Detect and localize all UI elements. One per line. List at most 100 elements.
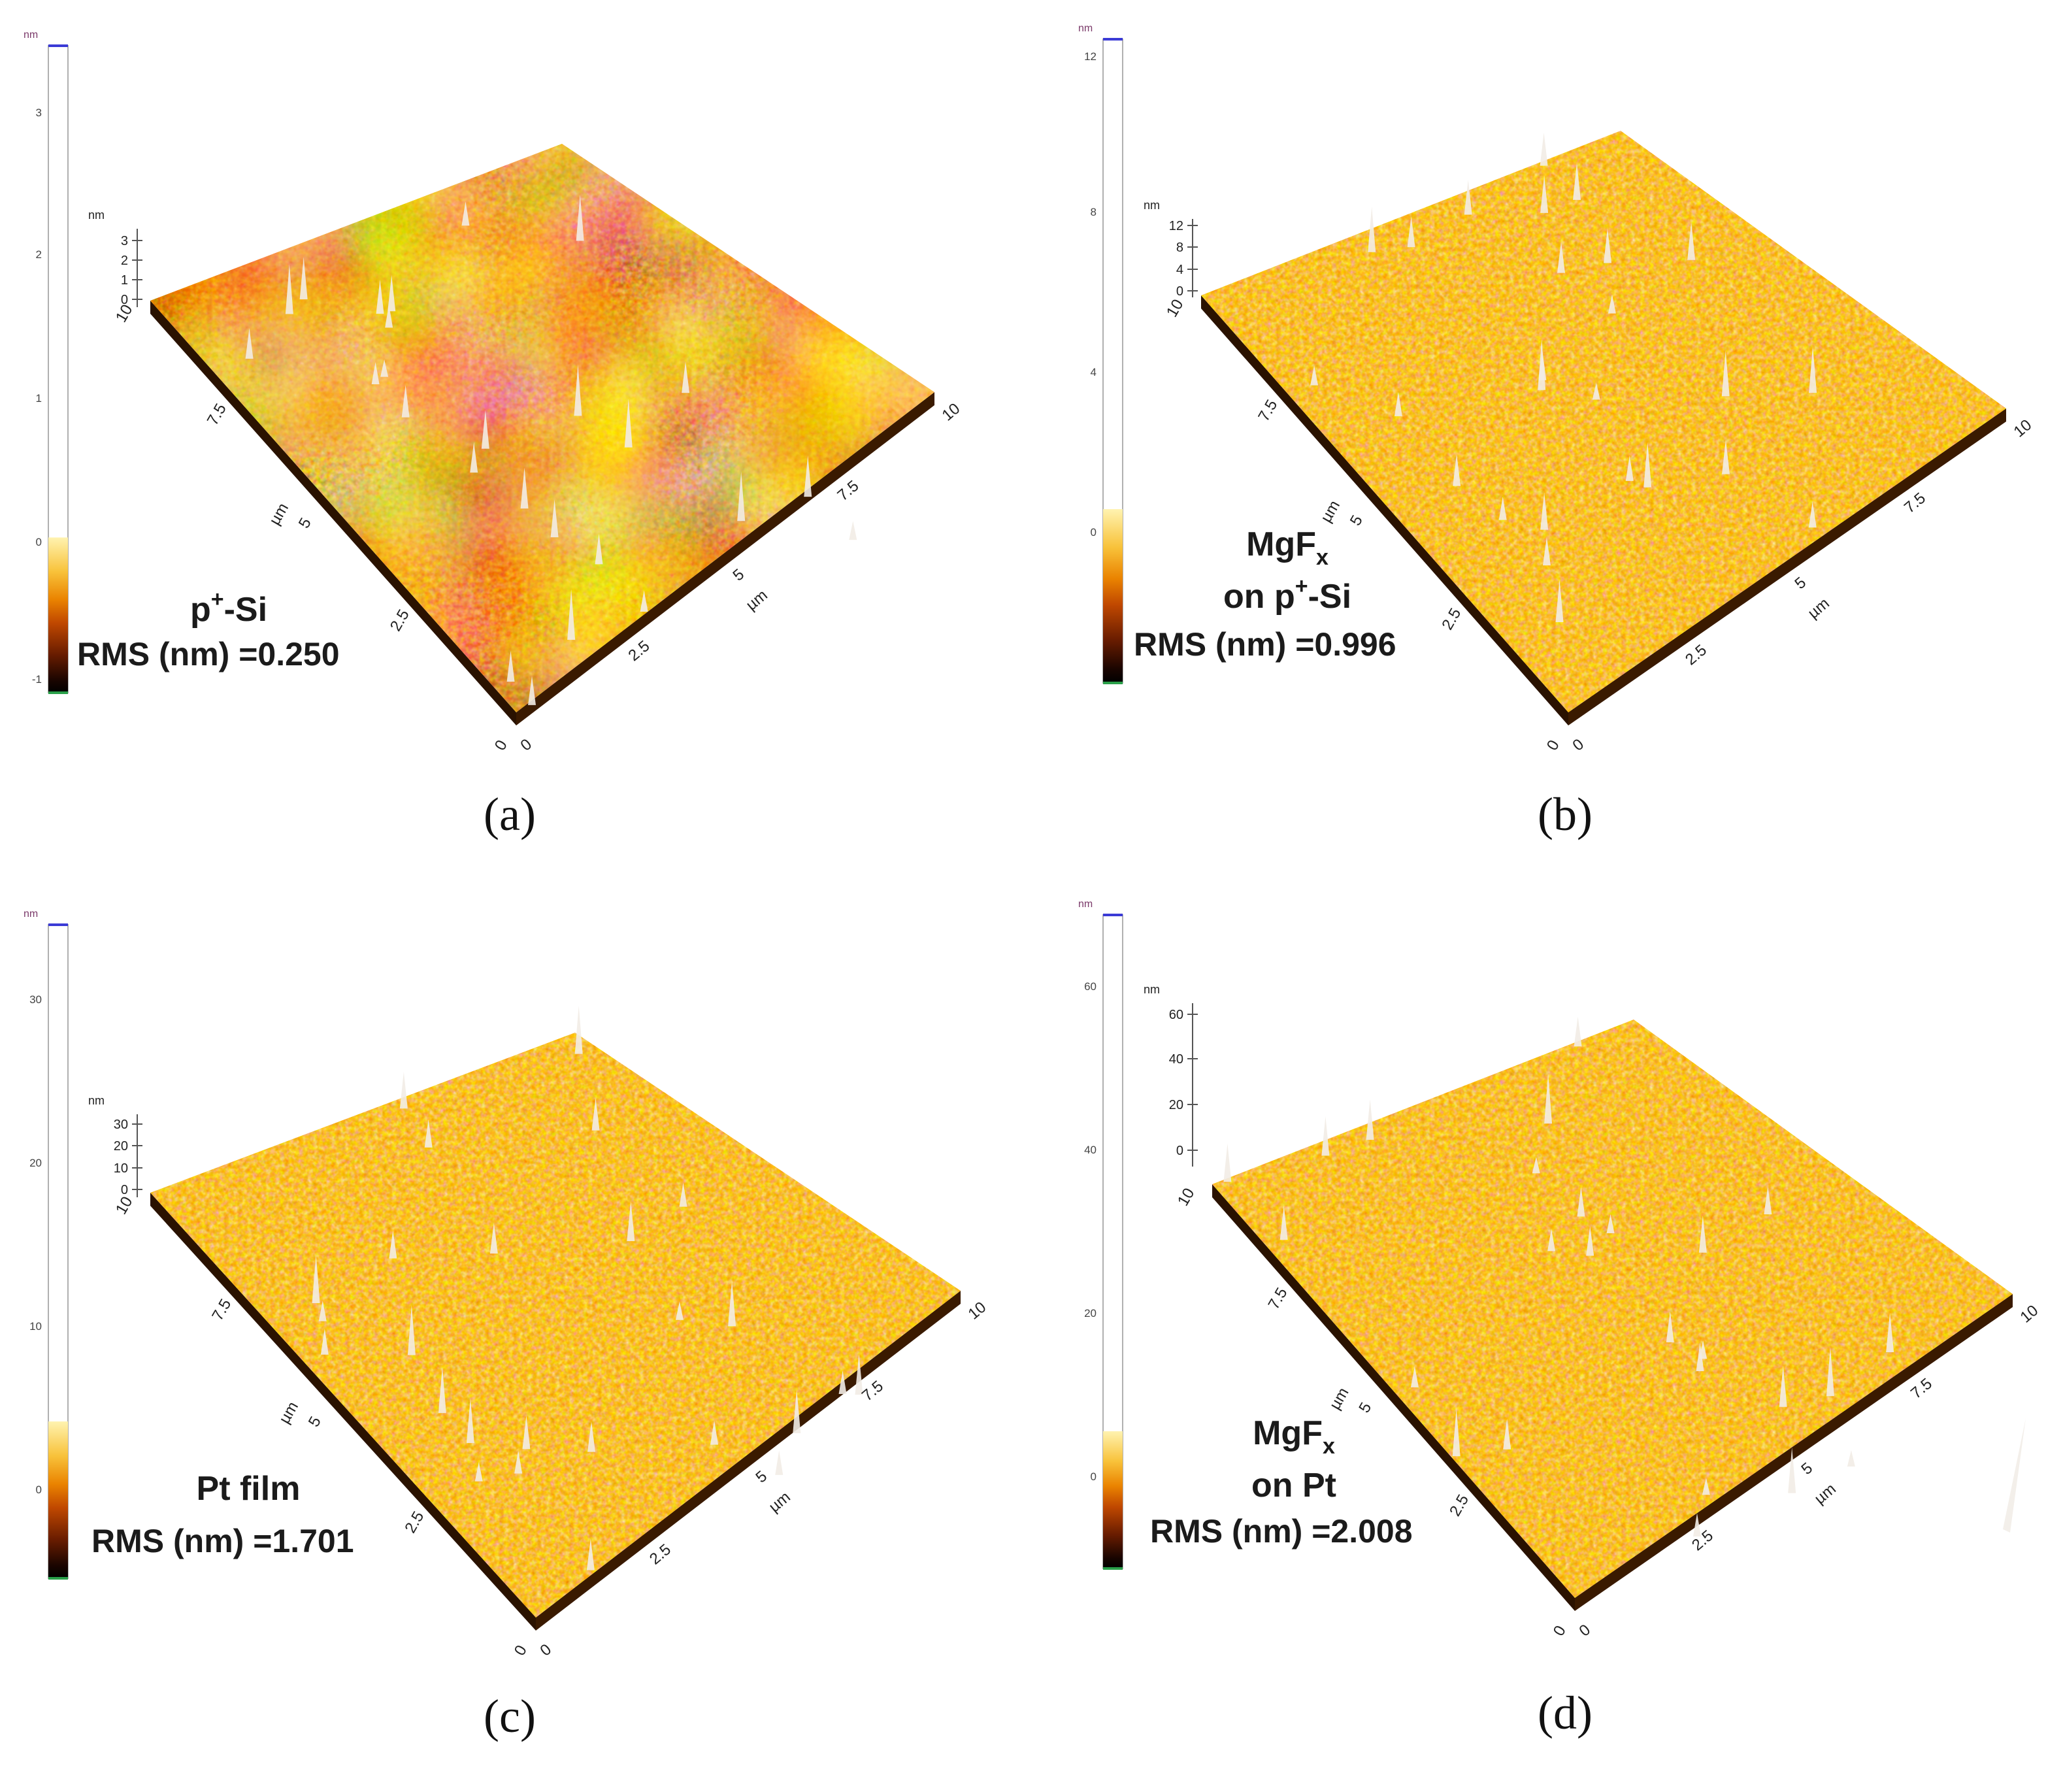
surface-peak [1321, 1116, 1330, 1156]
surface-peak [320, 1328, 329, 1355]
x-axis-unit: µm [1805, 595, 1833, 622]
y-tick-label: 10 [112, 1193, 137, 1218]
surface-peak [550, 499, 559, 538]
colorbar-unit: nm [1078, 899, 1093, 910]
z-tick-label: 30 [114, 1118, 128, 1132]
surface-peak [466, 1398, 474, 1444]
surface-peak [567, 589, 576, 640]
surface-side-left [150, 301, 516, 725]
y-tick-label: 2.5 [387, 606, 413, 634]
surface-peak [624, 398, 633, 448]
surface-peak [1542, 537, 1551, 566]
colorbar-tick-label: 2 [36, 248, 42, 261]
sample-label-line2: on p+-Si [1223, 574, 1351, 616]
colorbar-tick-label: 60 [1084, 980, 1097, 993]
colorbar-gradient [48, 1421, 68, 1578]
z-tick-label: 12 [1169, 219, 1183, 233]
colorbar-unit: nm [24, 29, 38, 41]
surface-peak [849, 521, 857, 540]
surface-peak [388, 274, 396, 312]
surface-peak [855, 1353, 863, 1395]
surface-peak [1540, 492, 1549, 530]
surface-peak [640, 590, 648, 612]
y-tick-label: 2.5 [1438, 605, 1464, 633]
surface-peak [481, 410, 489, 449]
colorbar-gradient [1103, 509, 1123, 683]
x-tick-label: 7.5 [834, 477, 863, 505]
surface-peak [474, 1462, 483, 1482]
surface-peak [1625, 456, 1634, 481]
surface-peak [245, 327, 254, 359]
surface-peak [838, 1370, 847, 1395]
surface-peak [1698, 1215, 1707, 1253]
surface-peak [1464, 180, 1472, 215]
z-tick-label: 0 [1176, 284, 1183, 299]
colorbar-tick-label: 0 [36, 536, 42, 548]
y-axis-unit: µm [1317, 497, 1344, 525]
afm-surface-texture [150, 144, 934, 712]
surface-peak [627, 1201, 635, 1242]
origin-tick-label: 0 [537, 1640, 555, 1659]
surface-peak [574, 364, 582, 416]
surface-peak [1847, 1450, 1855, 1467]
colorbar-tick-label: 40 [1084, 1144, 1097, 1156]
surface-peak [1452, 1408, 1461, 1457]
origin-tick-label: 0 [511, 1642, 531, 1659]
z-tick-label: 0 [121, 293, 128, 307]
surface-peak [380, 359, 389, 377]
colorbar-tick-label: 8 [1091, 206, 1097, 218]
colorbar-tick-label: 20 [1084, 1307, 1097, 1319]
y-tick-label: 7.5 [1265, 1285, 1291, 1312]
panel-caption: (a) [484, 788, 536, 840]
colorbar-unit: nm [1078, 23, 1093, 34]
surface-peak [1573, 163, 1581, 200]
x-tick-label: 2.5 [1689, 1527, 1717, 1554]
surface-peak [737, 471, 746, 522]
surface-peak [804, 455, 812, 497]
surface-peak [376, 279, 384, 314]
z-tick-label: 2 [121, 254, 128, 268]
surface-peak [586, 1538, 595, 1570]
surface-peak [461, 201, 470, 226]
surface-peak [1687, 222, 1696, 260]
y-tick-label: 7.5 [1255, 397, 1281, 424]
surface-peak [675, 1301, 684, 1320]
surface-peak [1547, 1229, 1556, 1252]
surface-side-left [1212, 1184, 1575, 1611]
y-axis-unit: µm [266, 500, 292, 528]
z-axis-unit: nm [88, 1094, 105, 1107]
x-tick-label: 5 [1792, 574, 1810, 593]
surface-peak [489, 1222, 498, 1254]
surface-peak [1604, 227, 1612, 263]
surface-peak [1366, 1099, 1374, 1140]
colorbar-tick-label: 20 [29, 1157, 42, 1169]
surface-peak-tall [2003, 1418, 2026, 1533]
x-axis-unit: µm [743, 586, 771, 614]
surface-side-left [150, 1193, 536, 1631]
surface-peak [312, 1254, 320, 1303]
surface-peak [1310, 365, 1319, 386]
surface-peak [1544, 1074, 1553, 1124]
z-tick-label: 10 [114, 1161, 128, 1176]
surface-peak [1540, 175, 1549, 213]
x-tick-label: 10 [939, 400, 964, 425]
y-tick-label: 7.5 [208, 1296, 235, 1323]
surface-peak [587, 1421, 596, 1452]
surface-peak [1592, 382, 1600, 400]
surface-peak [1555, 579, 1564, 622]
surface-peak [407, 1304, 416, 1355]
origin-tick-label: 0 [1576, 1621, 1594, 1640]
surface-side-right [516, 392, 934, 725]
origin-tick-label: 0 [1570, 735, 1588, 754]
colorbar-gradient [48, 537, 68, 693]
surface-peak [1608, 294, 1616, 314]
sample-label-line1: p+-Si [190, 587, 267, 629]
surface-peak [682, 361, 690, 393]
surface-peak [1808, 501, 1817, 528]
z-tick-label: 3 [121, 234, 128, 248]
colorbar-tick-label: 4 [1091, 366, 1097, 378]
origin-tick-label: 0 [518, 735, 536, 754]
surface-peak [1586, 1226, 1594, 1256]
